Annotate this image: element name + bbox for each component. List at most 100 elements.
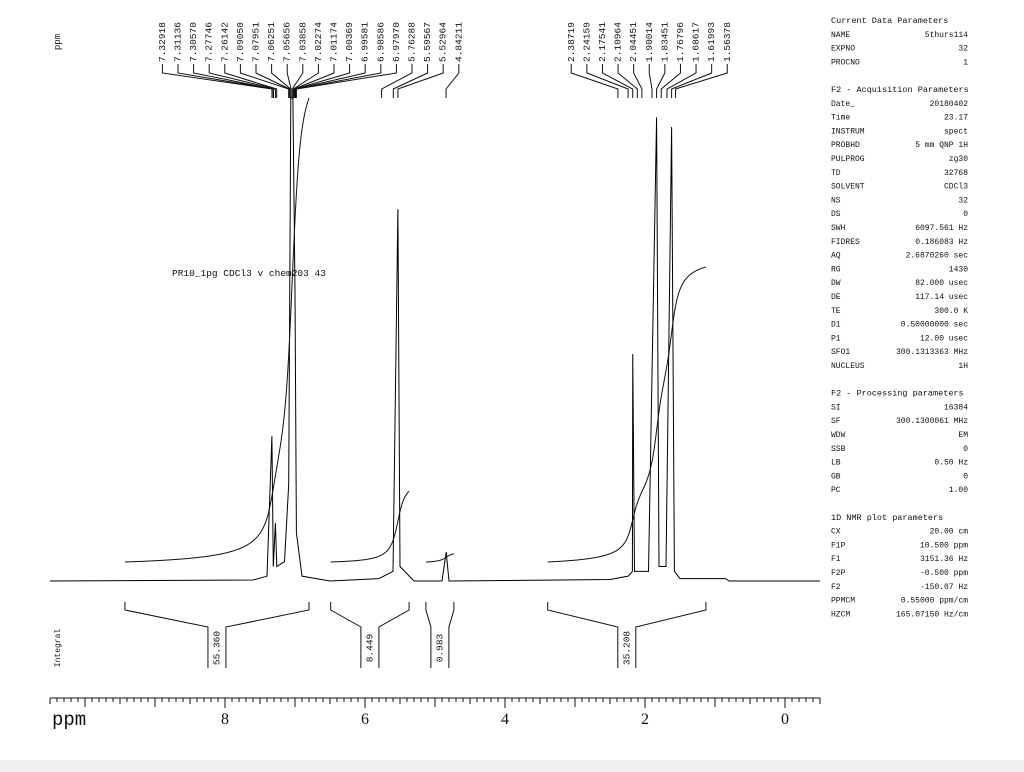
peak-label: 7.09050 <box>235 22 246 62</box>
param-key: SWH <box>831 224 846 233</box>
param-value: 10.500 ppm <box>920 541 968 550</box>
peak-leader <box>291 64 304 98</box>
param-key: F1 <box>831 555 841 564</box>
param-value: 300.1313363 MHz <box>896 348 968 357</box>
x-tick-label: 4 <box>501 711 509 728</box>
param-value: 0 <box>963 472 968 481</box>
peak-leader <box>397 64 444 98</box>
x-axis-label: ppm <box>52 709 86 731</box>
peak-leader <box>193 64 275 98</box>
spectrum-line <box>49 97 820 582</box>
peak-label: 1.90014 <box>644 22 655 62</box>
param-value: 20180402 <box>930 100 969 109</box>
peak-leader <box>161 64 273 98</box>
peak-leader <box>255 64 290 98</box>
peak-axis-label: ppm <box>53 34 63 50</box>
param-key: GB <box>831 472 841 481</box>
param-key: NUCLEUS <box>831 362 865 371</box>
peak-leader <box>656 64 666 98</box>
param-value: 0 <box>963 210 968 219</box>
param-value: 32 <box>958 45 968 54</box>
param-key: TD <box>831 169 841 178</box>
param-value: 5thurs114 <box>925 31 968 40</box>
param-section-title: F2 - Acquisition Parameters <box>831 85 969 95</box>
peak-label: 7.01174 <box>329 22 340 62</box>
peak-leader <box>617 64 638 98</box>
peak-leader <box>666 64 697 98</box>
integral-curve <box>124 97 310 563</box>
integral-bracket <box>425 602 455 668</box>
param-value: -150.07 Hz <box>920 583 968 592</box>
param-key: RG <box>831 265 841 274</box>
param-key: CX <box>831 528 841 537</box>
param-key: INSTRUM <box>831 127 865 136</box>
param-value: 0 <box>963 445 968 454</box>
peak-label: 2.04451 <box>628 22 639 62</box>
param-key: SI <box>831 403 841 412</box>
param-value: 32768 <box>944 169 968 178</box>
peak-label: 7.31136 <box>173 22 184 62</box>
peak-label: 2.10964 <box>613 22 624 62</box>
peak-label: 5.52964 <box>438 22 449 62</box>
peak-label: 7.06251 <box>266 22 277 62</box>
peak-label: 7.07951 <box>251 22 262 62</box>
peak-leader <box>633 64 643 98</box>
param-value: 0.186083 Hz <box>915 238 968 247</box>
x-tick-label: 8 <box>221 711 229 728</box>
peak-label: 2.38719 <box>566 22 577 62</box>
integral-label: Integral <box>54 629 63 668</box>
param-value: 5 mm QNP 1H <box>915 141 968 150</box>
param-key: DS <box>831 210 841 219</box>
param-key: DW <box>831 279 841 288</box>
param-key: FIDRES <box>831 238 860 247</box>
integral-curve <box>547 266 707 563</box>
param-value: zg30 <box>949 155 968 164</box>
peak-leader <box>293 64 335 98</box>
param-value: 300.1300061 MHz <box>896 417 968 426</box>
bottom-strip <box>0 760 1024 772</box>
peak-leader <box>295 64 397 98</box>
peak-leader <box>224 64 278 98</box>
param-value: 1.00 <box>949 486 968 495</box>
peak-leader <box>675 64 728 98</box>
integral-value: 8.449 <box>364 633 375 662</box>
param-key: WDW <box>831 431 846 440</box>
integral-bracket <box>124 602 310 668</box>
peak-leader <box>239 64 290 98</box>
peak-label: 2.24159 <box>581 22 592 62</box>
param-value: 165.07150 Hz/cm <box>896 610 968 619</box>
peak-leader <box>286 64 292 98</box>
peak-label: 7.03858 <box>297 22 308 62</box>
param-section-title: 1D NMR plot parameters <box>831 513 943 523</box>
peak-label: 6.98586 <box>375 22 386 62</box>
param-value: 1 <box>963 58 968 67</box>
param-section-title: Current Data Parameters <box>831 16 948 26</box>
param-value: 2.6870260 sec <box>906 252 969 261</box>
param-value: 20.00 cm <box>930 528 969 537</box>
peak-leader <box>586 64 629 98</box>
param-key: EXPNO <box>831 45 855 54</box>
peak-label: 7.30570 <box>188 22 199 62</box>
param-key: SFO1 <box>831 348 850 357</box>
param-value: 82.000 usec <box>915 279 968 288</box>
param-key: Time <box>831 114 850 123</box>
integral-curve <box>330 490 410 563</box>
peak-label: 1.76796 <box>675 22 686 62</box>
x-tick-label: 0 <box>781 711 789 728</box>
peak-leader <box>294 64 351 98</box>
peak-label: 6.99581 <box>360 22 371 62</box>
param-key: F2P <box>831 569 846 578</box>
peak-leader <box>660 64 681 98</box>
peak-label: 7.27746 <box>204 22 215 62</box>
param-value: 23.17 <box>944 114 968 123</box>
peak-label: 7.32918 <box>157 22 168 62</box>
peak-label: 1.61993 <box>706 22 717 62</box>
peak-label: 4.84211 <box>453 22 464 62</box>
param-key: PULPROG <box>831 155 865 164</box>
peak-label: 7.05656 <box>282 22 293 62</box>
param-value: spect <box>944 127 968 136</box>
x-tick-label: 6 <box>361 711 369 728</box>
param-key: AQ <box>831 252 841 261</box>
peak-leader <box>648 64 653 98</box>
